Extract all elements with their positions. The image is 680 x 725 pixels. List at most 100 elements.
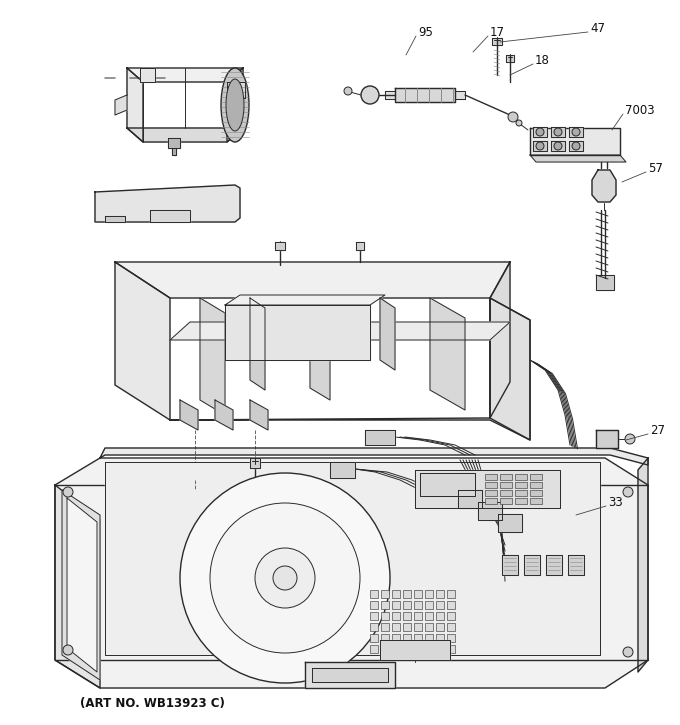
Bar bbox=[500, 498, 512, 504]
Polygon shape bbox=[227, 68, 243, 142]
Circle shape bbox=[508, 112, 518, 122]
Polygon shape bbox=[250, 400, 268, 430]
Bar bbox=[485, 482, 497, 488]
Bar bbox=[447, 601, 455, 609]
Bar bbox=[425, 590, 433, 598]
Bar bbox=[381, 645, 389, 653]
Bar bbox=[403, 601, 411, 609]
Bar bbox=[500, 482, 512, 488]
Polygon shape bbox=[312, 668, 388, 682]
Polygon shape bbox=[569, 127, 583, 137]
Bar bbox=[381, 601, 389, 609]
Bar bbox=[500, 490, 512, 496]
Polygon shape bbox=[170, 322, 510, 340]
Circle shape bbox=[554, 128, 562, 136]
Polygon shape bbox=[225, 295, 385, 305]
Polygon shape bbox=[380, 640, 450, 660]
Bar bbox=[515, 482, 527, 488]
Bar bbox=[425, 645, 433, 653]
Bar bbox=[447, 612, 455, 620]
Bar bbox=[530, 490, 542, 496]
Polygon shape bbox=[356, 242, 364, 250]
Bar bbox=[392, 612, 400, 620]
Bar bbox=[414, 601, 422, 609]
Bar bbox=[392, 634, 400, 642]
Circle shape bbox=[63, 645, 73, 655]
Text: (ART NO. WB13923 C): (ART NO. WB13923 C) bbox=[80, 697, 225, 710]
Bar bbox=[447, 590, 455, 598]
Polygon shape bbox=[127, 128, 243, 142]
Bar bbox=[436, 590, 444, 598]
Polygon shape bbox=[569, 141, 583, 151]
Circle shape bbox=[623, 487, 633, 497]
Bar bbox=[447, 645, 455, 653]
Polygon shape bbox=[490, 262, 510, 418]
Polygon shape bbox=[415, 470, 560, 508]
Text: 95: 95 bbox=[418, 25, 433, 38]
Bar bbox=[425, 623, 433, 631]
Bar bbox=[403, 612, 411, 620]
Bar bbox=[530, 474, 542, 480]
Polygon shape bbox=[180, 400, 198, 430]
Polygon shape bbox=[385, 91, 395, 99]
Polygon shape bbox=[568, 555, 584, 575]
Polygon shape bbox=[115, 262, 170, 420]
Bar bbox=[370, 645, 378, 653]
Polygon shape bbox=[490, 298, 530, 440]
Bar bbox=[425, 601, 433, 609]
Text: 7003: 7003 bbox=[625, 104, 655, 117]
Polygon shape bbox=[227, 82, 245, 98]
Bar bbox=[381, 612, 389, 620]
Polygon shape bbox=[395, 88, 455, 102]
Polygon shape bbox=[55, 485, 100, 688]
Polygon shape bbox=[95, 185, 240, 222]
Polygon shape bbox=[168, 138, 180, 148]
Polygon shape bbox=[551, 141, 565, 151]
Bar bbox=[370, 590, 378, 598]
Polygon shape bbox=[105, 216, 125, 222]
Polygon shape bbox=[115, 95, 127, 115]
Bar bbox=[414, 590, 422, 598]
Circle shape bbox=[210, 503, 360, 653]
Text: 47: 47 bbox=[590, 22, 605, 35]
Bar bbox=[515, 498, 527, 504]
Polygon shape bbox=[498, 514, 522, 532]
Ellipse shape bbox=[226, 79, 244, 131]
Circle shape bbox=[255, 548, 315, 608]
Circle shape bbox=[554, 142, 562, 150]
Polygon shape bbox=[380, 298, 395, 370]
Polygon shape bbox=[127, 68, 243, 82]
Polygon shape bbox=[250, 298, 265, 390]
Bar bbox=[370, 612, 378, 620]
Circle shape bbox=[344, 87, 352, 95]
Polygon shape bbox=[530, 155, 626, 162]
Polygon shape bbox=[596, 430, 618, 448]
Polygon shape bbox=[638, 458, 648, 672]
Polygon shape bbox=[275, 242, 285, 250]
Polygon shape bbox=[62, 490, 100, 680]
Bar bbox=[436, 601, 444, 609]
Polygon shape bbox=[502, 555, 518, 575]
Bar bbox=[425, 612, 433, 620]
Bar bbox=[530, 482, 542, 488]
Bar bbox=[485, 490, 497, 496]
Polygon shape bbox=[200, 298, 225, 415]
Polygon shape bbox=[172, 148, 176, 155]
Polygon shape bbox=[67, 498, 97, 672]
Polygon shape bbox=[250, 458, 260, 468]
Bar bbox=[370, 601, 378, 609]
Polygon shape bbox=[310, 298, 330, 400]
Bar bbox=[485, 474, 497, 480]
Bar bbox=[447, 623, 455, 631]
Polygon shape bbox=[596, 275, 614, 290]
Circle shape bbox=[516, 120, 522, 126]
Polygon shape bbox=[430, 298, 465, 410]
Bar bbox=[414, 645, 422, 653]
Polygon shape bbox=[478, 502, 502, 520]
Circle shape bbox=[361, 86, 379, 104]
Bar bbox=[370, 634, 378, 642]
Polygon shape bbox=[170, 298, 530, 440]
Polygon shape bbox=[492, 38, 502, 45]
Polygon shape bbox=[100, 448, 648, 465]
Polygon shape bbox=[330, 462, 355, 478]
